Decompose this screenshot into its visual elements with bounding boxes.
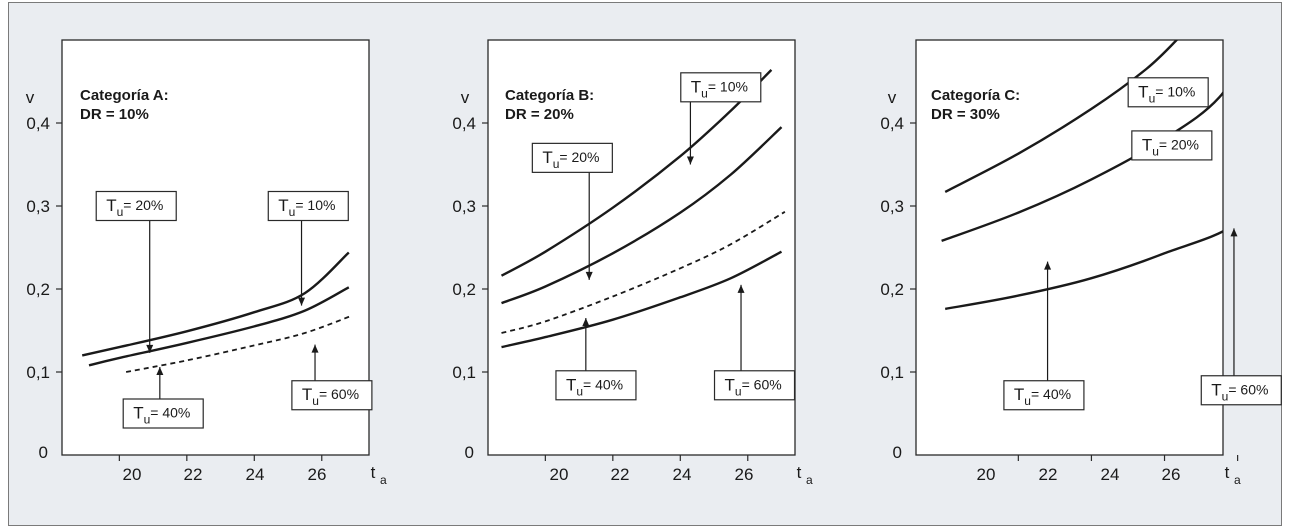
series-line-tu-20 (88, 286, 350, 367)
annotation-label: Tu= 10% (691, 77, 748, 100)
panel-title: Categoría B: (505, 87, 594, 104)
x-tick-label: 22 (611, 465, 630, 484)
annotation-label: Tu= 40% (566, 375, 623, 398)
x-axis-label: t (797, 463, 802, 482)
x-tick-label: 24 (673, 465, 692, 484)
x-tick-label: 24 (246, 465, 265, 484)
x-tick-label: 26 (1162, 465, 1181, 484)
y-axis-label: v (461, 88, 470, 107)
annotation-arrowhead (156, 367, 164, 376)
y-tick-label: 0,3 (26, 197, 50, 216)
annotation-box (680, 72, 762, 103)
annotation-label: Tu= 10% (1138, 82, 1195, 105)
annotation-label: Tu= 60% (1211, 380, 1268, 403)
series-line-tu-20 (941, 90, 1223, 243)
x-tick-label: 20 (977, 465, 996, 484)
y-tick-label: 0,3 (452, 197, 476, 216)
annotation-label: Tu= 60% (302, 385, 359, 408)
y-tick-label: 0 (465, 443, 474, 462)
y-tick-label: 0,1 (452, 363, 476, 382)
y-tick-label: 0,3 (880, 197, 904, 216)
panel-title: Categoría A: (80, 87, 169, 104)
annotation-box (95, 190, 177, 222)
x-tick-label: 22 (184, 465, 203, 484)
annotation-label: Tu= 20% (106, 196, 163, 219)
series-line-tu-60 (944, 230, 1223, 311)
x-axis-label: t (1225, 463, 1230, 482)
x-axis-label-subscript: a (380, 473, 387, 487)
x-tick-label: 24 (1101, 465, 1120, 484)
x-tick-label: 20 (550, 465, 569, 484)
annotation-arrowhead (582, 318, 590, 327)
annotation-box (1003, 380, 1085, 411)
annotation-box (267, 190, 349, 222)
annotation-arrowhead (298, 297, 306, 306)
annotation-box (713, 370, 796, 401)
annotation-label: Tu= 10% (278, 196, 335, 219)
series-line-tu-40 (1252, 102, 1285, 138)
annotation-box (1131, 130, 1213, 161)
y-tick-label: 0,1 (26, 363, 50, 382)
annotation-label: Tu= 40% (133, 404, 190, 427)
annotation-box (555, 370, 637, 401)
annotation-arrowhead (1230, 228, 1238, 237)
annotation-arrowhead (1044, 261, 1052, 270)
annotation-box (1127, 77, 1209, 108)
annotation-box (291, 380, 373, 411)
x-axis-label-subscript: a (806, 473, 813, 487)
chart-panel-3: 0 0,1 0,2 0,3 0,4 20 22 24 26 v t a Categoría C: DR =… (880, 39, 1285, 487)
series-line-tu-10 (500, 69, 773, 277)
y-tick-label: 0,2 (452, 280, 476, 299)
annotation-arrowhead (585, 271, 593, 280)
panel-subtitle: DR = 10% (80, 106, 149, 123)
series-line-tu-10 (944, 40, 1179, 193)
annotation-arrowhead (737, 284, 745, 293)
panel-title: Categoría C: (931, 87, 1020, 104)
x-axis-label-subscript: a (1234, 473, 1241, 487)
y-axis-label: v (888, 88, 897, 107)
y-tick-label: 0 (39, 443, 48, 462)
annotation-label: Tu= 40% (1014, 385, 1071, 408)
x-tick-label: 26 (308, 465, 327, 484)
y-tick-label: 0,2 (880, 280, 904, 299)
chart-panel-1: 0 0,1 0,2 0,3 0,4 20 22 24 26 v t a Categoría A: DR =… (26, 39, 387, 487)
y-tick-label: 0 (893, 443, 902, 462)
chart-panel-2: 0 0,1 0,2 0,3 0,4 20 22 24 26 v t a Categoría B: DR =… (452, 39, 813, 487)
y-tick-label: 0,1 (880, 363, 904, 382)
y-tick-label: 0,4 (26, 114, 50, 133)
annotation-box (531, 142, 613, 173)
y-tick-label: 0,2 (26, 280, 50, 299)
series-line-tu-40 (125, 314, 353, 373)
x-tick-label: 20 (123, 465, 142, 484)
x-tick-label: 22 (1039, 465, 1058, 484)
annotation-arrowhead (686, 156, 694, 165)
panel-subtitle: DR = 20% (505, 106, 574, 123)
x-tick-label: 26 (735, 465, 754, 484)
annotation-arrowhead (311, 344, 319, 353)
series-line-tu-60 (501, 250, 783, 349)
annotation-box (122, 398, 204, 429)
y-tick-label: 0,4 (880, 114, 904, 133)
panel-subtitle: DR = 30% (931, 106, 1000, 123)
x-axis-label: t (371, 463, 376, 482)
annotation-label: Tu= 20% (542, 148, 599, 171)
series-line-tu-10 (81, 251, 350, 357)
annotation-box (1200, 375, 1282, 406)
series-line-tu-20 (501, 126, 783, 305)
annotation-arrowhead (146, 344, 154, 353)
y-tick-label: 0,4 (452, 114, 476, 133)
annotation-label: Tu= 20% (1142, 135, 1199, 158)
y-axis-label: v (26, 88, 35, 107)
annotation-label: Tu= 60% (725, 375, 782, 398)
